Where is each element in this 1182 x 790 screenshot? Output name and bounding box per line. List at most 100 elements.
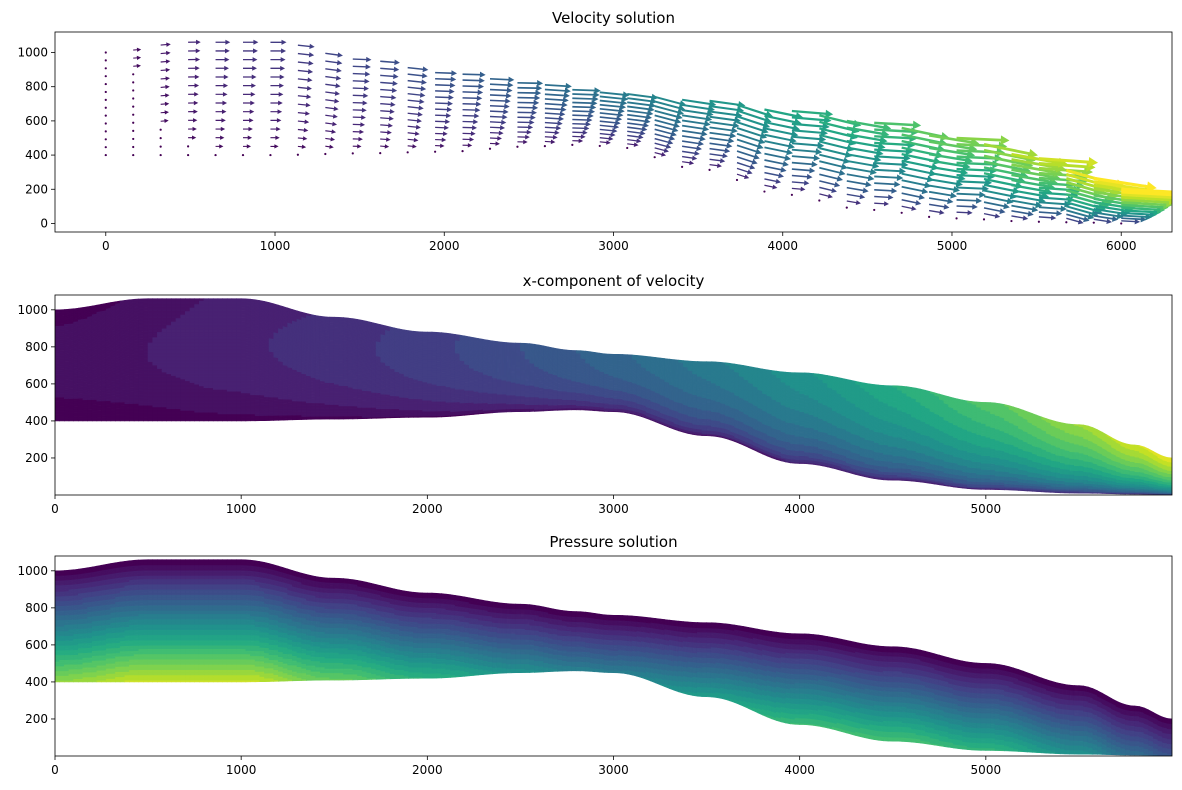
velocity-arrow xyxy=(462,89,484,96)
velocity-arrow xyxy=(517,109,537,116)
velocity-arrow xyxy=(1038,176,1088,186)
velocity-arrow xyxy=(709,110,743,119)
velocity-arrow xyxy=(104,146,107,149)
velocity-arrow xyxy=(791,128,829,137)
velocity-arrow xyxy=(709,163,722,168)
velocity-arrow xyxy=(489,76,515,83)
velocity-arrow xyxy=(599,128,618,134)
contour-cell xyxy=(189,298,195,301)
velocity-arrow xyxy=(572,121,591,127)
contour-cell xyxy=(161,298,167,301)
velocity-arrow xyxy=(846,133,888,145)
velocity-arrow xyxy=(901,179,932,189)
velocity-arrow xyxy=(435,119,451,125)
velocity-arrow xyxy=(104,59,107,62)
velocity-arrow xyxy=(380,73,399,80)
velocity-arrow xyxy=(544,106,567,113)
contour-cell xyxy=(333,316,340,320)
velocity-arrow xyxy=(1011,199,1043,209)
velocity-arrow xyxy=(435,137,447,143)
velocity-arrow xyxy=(352,129,365,135)
contour-cell xyxy=(245,298,251,302)
velocity-arrow xyxy=(242,91,256,97)
velocity-arrow xyxy=(544,139,556,145)
velocity-arrow xyxy=(325,144,334,149)
velocity-arrow xyxy=(764,184,778,190)
velocity-arrow xyxy=(654,147,669,153)
velocity-arrow xyxy=(682,155,698,161)
velocity-arrow xyxy=(572,134,586,140)
velocity-arrow xyxy=(928,159,971,171)
velocity-arrow xyxy=(270,57,286,63)
velocity-arrow xyxy=(544,97,569,104)
velocity-arrow xyxy=(627,93,659,101)
velocity-arrow xyxy=(764,121,801,132)
contour-cell xyxy=(226,298,233,301)
velocity-arrow xyxy=(270,109,283,115)
velocity-arrow xyxy=(791,154,821,162)
velocity-arrow xyxy=(1038,186,1082,195)
velocity-arrow xyxy=(132,113,135,116)
velocity-arrow xyxy=(1011,209,1034,217)
velocity-arrow xyxy=(627,118,651,125)
velocity-arrow xyxy=(819,133,857,147)
velocity-arrow xyxy=(544,87,571,94)
velocity-arrow xyxy=(983,154,1034,169)
velocity-arrow xyxy=(736,144,762,155)
velocity-arrow xyxy=(983,212,1001,219)
velocity-arrow xyxy=(928,203,950,210)
contour-cell xyxy=(147,298,154,301)
velocity-arrow xyxy=(462,113,480,119)
velocity-arrow xyxy=(791,161,818,168)
velocity-arrow xyxy=(627,97,658,105)
velocity-arrow xyxy=(682,150,700,156)
velocity-arrow xyxy=(242,135,253,140)
velocity-arrow xyxy=(1121,187,1172,194)
x-tick-label: 5000 xyxy=(937,239,968,253)
velocity-arrow xyxy=(654,119,680,129)
velocity-arrow xyxy=(215,65,229,71)
velocity-arrow xyxy=(1121,208,1161,217)
velocity-arrow xyxy=(325,129,337,134)
velocity-arrow xyxy=(928,152,973,165)
contour-cell xyxy=(59,309,65,312)
velocity-arrow xyxy=(132,137,135,141)
velocity-arrow xyxy=(874,140,916,149)
velocity-arrow xyxy=(599,111,624,118)
velocity-arrow xyxy=(325,121,338,127)
velocity-arrow xyxy=(983,207,1006,214)
velocity-arrow xyxy=(1038,215,1057,221)
velocity-arrow xyxy=(270,83,284,89)
velocity-arrow xyxy=(517,114,536,121)
velocity-arrow xyxy=(352,122,366,128)
velocity-arrow xyxy=(764,108,804,120)
velocity-arrow xyxy=(901,139,946,153)
velocity-arrow xyxy=(435,143,445,149)
velocity-arrow xyxy=(188,83,200,88)
velocity-arrow xyxy=(956,147,1006,157)
velocity-arrow xyxy=(681,135,706,142)
velocity-arrow xyxy=(599,119,621,126)
velocity-arrow xyxy=(544,111,566,117)
velocity-arrow xyxy=(1038,200,1072,208)
contour-cell xyxy=(208,298,214,301)
velocity-arrow xyxy=(160,101,170,107)
velocity-arrow xyxy=(901,199,922,206)
velocity-arrow xyxy=(572,100,598,107)
velocity-arrow xyxy=(900,211,903,214)
velocity-arrow xyxy=(790,193,793,196)
velocity-arrow xyxy=(1011,215,1029,221)
velocity-arrow xyxy=(846,139,886,151)
velocity-arrow xyxy=(572,108,596,115)
velocity-arrow xyxy=(598,144,601,148)
velocity-arrow xyxy=(160,84,170,90)
velocity-arrow xyxy=(791,148,823,156)
velocity-arrow xyxy=(160,59,171,64)
velocity-arrow xyxy=(819,127,858,140)
velocity-arrow xyxy=(819,140,855,153)
velocity-arrow xyxy=(352,64,371,70)
velocity-arrow xyxy=(1066,217,1084,225)
velocity-arrow xyxy=(406,151,409,154)
velocity-arrow xyxy=(819,153,851,164)
velocity-arrow xyxy=(819,173,843,182)
